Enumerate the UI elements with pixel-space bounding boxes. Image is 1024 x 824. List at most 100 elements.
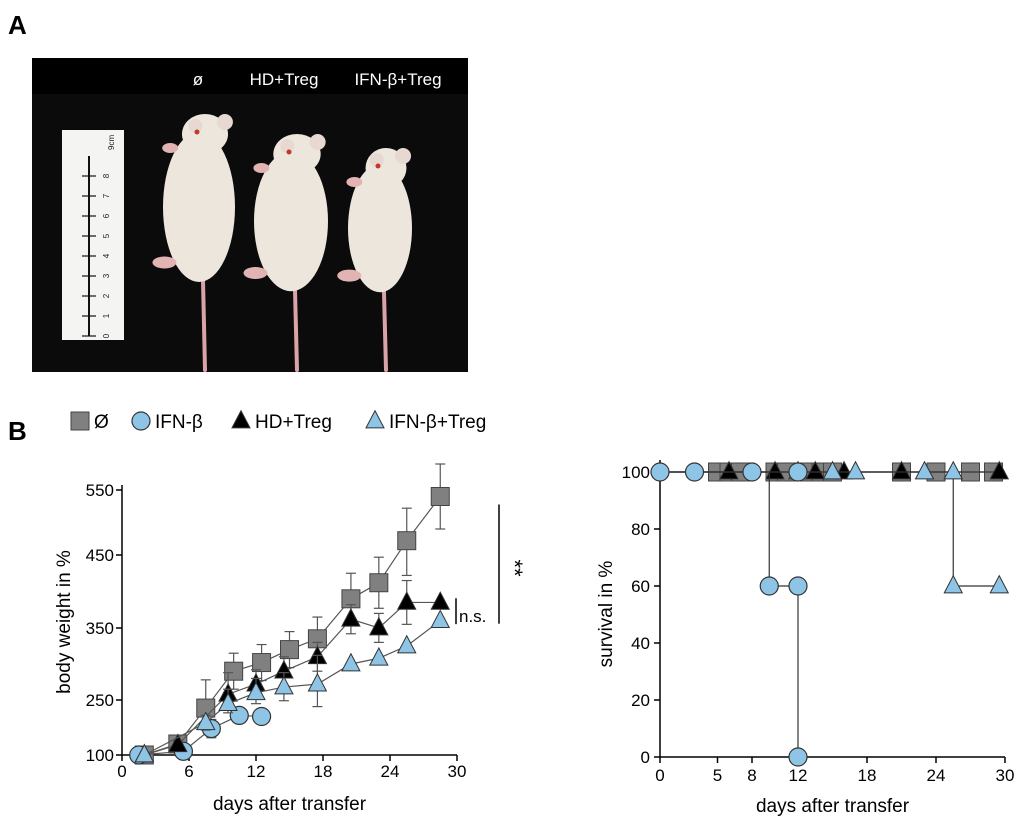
mouse-ear — [309, 134, 326, 150]
mouse — [337, 148, 412, 372]
y-tick-label: 60 — [631, 577, 650, 596]
ruler-tick-label: 4 — [102, 253, 111, 258]
mouse-paw — [337, 269, 362, 282]
mouse-tail — [201, 278, 207, 372]
data-point — [788, 576, 808, 596]
y-axis-title: body weight in % — [54, 550, 75, 694]
y-tick-label: 250 — [86, 691, 114, 710]
series-line — [144, 496, 441, 756]
mouse-paw — [152, 256, 177, 269]
x-tick-label: 30 — [448, 762, 467, 781]
mice-photo: ø HD+Treg IFN-β+Treg 0 1 2 3 4 5 6 7 8 9cm — [32, 58, 468, 372]
x-tick-label: 18 — [858, 766, 877, 785]
data-point — [168, 733, 188, 753]
x-tick-label: 5 — [713, 766, 722, 785]
ruler-tick-label: 6 — [102, 213, 111, 218]
data-point — [341, 607, 361, 627]
x-tick-label: 12 — [247, 762, 266, 781]
series-group — [650, 462, 808, 767]
x-tick-label: 6 — [184, 762, 193, 781]
data-point — [396, 634, 417, 654]
mouse-paw — [162, 143, 179, 153]
mouse-paw — [346, 177, 363, 187]
y-axis-title: survival in % — [596, 561, 617, 668]
ruler-tick-label: 1 — [102, 313, 111, 318]
group-label: HD+Treg — [250, 70, 319, 89]
ruler-unit-label: 9cm — [107, 135, 116, 150]
y-tick-label: 40 — [631, 634, 650, 653]
x-axis-title: days after transfer — [756, 796, 910, 817]
x-tick-label: 0 — [655, 766, 664, 785]
data-point — [218, 692, 238, 712]
mouse-ear — [216, 114, 233, 130]
x-tick-label: 30 — [996, 766, 1015, 785]
y-tick-label: 80 — [631, 520, 650, 539]
data-point — [252, 653, 272, 673]
mouse-body — [348, 164, 412, 293]
x-tick-label: 24 — [381, 762, 400, 781]
sig-annotation: ** — [502, 559, 527, 577]
data-point — [397, 531, 417, 551]
data-point — [369, 646, 389, 666]
data-point — [224, 661, 244, 681]
ruler-tick-label: 0 — [102, 333, 111, 338]
mouse-body — [163, 132, 235, 282]
mouse-eye — [375, 163, 381, 169]
data-point — [759, 576, 779, 596]
legend-label: IFN-β — [155, 412, 203, 433]
ruler-tick-label: 5 — [102, 233, 111, 238]
group-label: ø — [193, 70, 203, 89]
data-point — [650, 462, 670, 482]
data-point — [914, 460, 935, 480]
series-group — [134, 609, 451, 763]
mouse-eye — [286, 149, 292, 155]
data-point — [430, 609, 451, 629]
ns-annotation: n.s. — [459, 607, 486, 626]
x-tick-label: 0 — [117, 762, 126, 781]
data-point — [805, 460, 826, 480]
x-tick-label: 24 — [927, 766, 946, 785]
mouse-eye — [194, 129, 200, 135]
data-point — [396, 591, 417, 610]
y-tick-label: 550 — [86, 481, 114, 500]
photo-canvas: ø HD+Treg IFN-β+Treg 0 1 2 3 4 5 6 7 8 9cm — [32, 58, 468, 372]
mouse-ear — [395, 148, 412, 164]
legend-marker — [131, 411, 151, 431]
data-point — [134, 743, 155, 763]
data-point — [742, 462, 762, 482]
legend-label: HD+Treg — [255, 412, 332, 433]
ruler-tick-label: 8 — [102, 173, 111, 178]
survival-line — [660, 471, 799, 757]
mouse-body — [254, 151, 328, 292]
mouse-ear — [369, 153, 384, 167]
legend-label: IFN-β+Treg — [389, 412, 486, 433]
mouse-paw — [253, 163, 270, 173]
group-label: IFN-β+Treg — [354, 70, 441, 89]
data-point — [719, 460, 739, 480]
x-tick-label: 18 — [314, 762, 333, 781]
mouse — [243, 134, 328, 372]
data-point — [246, 681, 266, 701]
data-point — [765, 460, 785, 480]
legend-marker — [70, 411, 90, 431]
photo-header-band — [32, 58, 468, 94]
data-point — [430, 591, 451, 610]
data-point — [307, 672, 328, 692]
data-point — [369, 573, 389, 593]
data-point — [989, 460, 1010, 480]
panel-a-label: A — [8, 10, 27, 40]
data-point — [274, 675, 294, 695]
data-point — [430, 487, 450, 506]
data-point — [822, 460, 843, 480]
mouse-paw — [243, 267, 268, 279]
legend-label: Ø — [94, 412, 109, 433]
y-tick-label: 450 — [86, 546, 114, 565]
mouse-tail — [293, 288, 299, 372]
data-point — [845, 460, 866, 480]
y-tick-label: 350 — [86, 619, 114, 638]
y-tick-label: 100 — [622, 463, 650, 482]
mouse-ear — [280, 139, 295, 153]
data-point — [891, 460, 912, 480]
x-axis-title: days after transfer — [213, 794, 367, 815]
